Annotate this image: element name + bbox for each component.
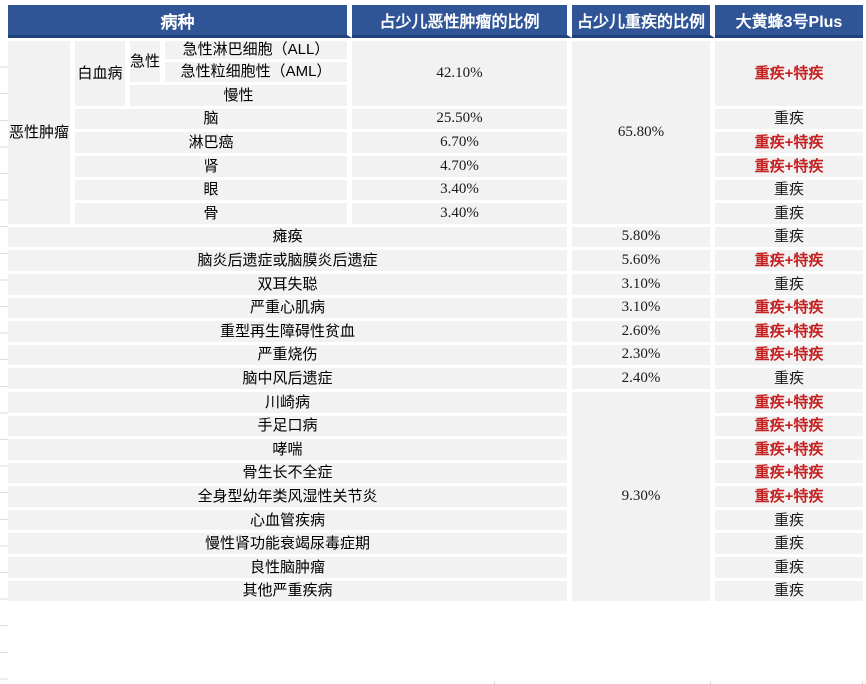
- coverage-cell: 重疾+特疾: [715, 155, 863, 180]
- coverage-cell: 重疾+特疾: [715, 486, 863, 510]
- disease-name: 骨: [75, 203, 352, 227]
- table-row: 瘫痪 5.80% 重疾: [8, 226, 863, 251]
- table-row: 严重心肌病 3.10% 重疾+特疾: [8, 297, 863, 322]
- table-row: 急性粒细胞性（AML）: [8, 61, 863, 86]
- coverage-cell: 重疾+特疾: [715, 391, 863, 416]
- disease-name: 严重烧伤: [8, 344, 572, 369]
- coverage-cell: 重疾+特疾: [715, 38, 863, 109]
- table-row: 其他严重疾病 重疾: [8, 580, 863, 605]
- coverage-cell: 重疾: [715, 226, 863, 251]
- table-row: 脑 25.50% 重疾: [8, 108, 863, 133]
- coverage-cell: 重疾: [715, 533, 863, 558]
- disease-name: 其他严重疾病: [8, 580, 572, 605]
- disease-name: 骨生长不全症: [8, 462, 572, 487]
- coverage-cell: 重疾: [715, 509, 863, 534]
- excel-gridline-stub: [862, 681, 863, 684]
- ci-ratio-cell: 65.80%: [572, 38, 715, 227]
- tumor-ratio-cell: 6.70%: [352, 132, 572, 156]
- table-row: 严重烧伤 2.30% 重疾+特疾: [8, 344, 863, 369]
- table-row: 脑炎后遗症或脑膜炎后遗症 5.60% 重疾+特疾: [8, 250, 863, 274]
- table-row: 眼 3.40% 重疾: [8, 179, 863, 204]
- disease-name: 双耳失聪: [8, 273, 572, 298]
- disease-name: 慢性肾功能衰竭尿毒症期: [8, 533, 572, 558]
- disease-name: 慢性: [130, 85, 352, 109]
- coverage-cell: 重疾+特疾: [715, 250, 863, 274]
- disease-name: 淋巴癌: [75, 132, 352, 156]
- table-row: 双耳失聪 3.10% 重疾: [8, 273, 863, 298]
- disease-name: 脑中风后遗症: [8, 368, 572, 392]
- header-ci-ratio: 占少儿重疾的比例: [572, 5, 715, 38]
- coverage-cell: 重疾+特疾: [715, 132, 863, 156]
- excel-gridline-stub: [494, 681, 495, 684]
- group-malignant-tumor: 恶性肿瘤: [8, 38, 75, 227]
- table-row: 淋巴癌 6.70% 重疾+特疾: [8, 132, 863, 156]
- disease-name: 全身型幼年类风湿性关节炎: [8, 486, 572, 510]
- coverage-cell: 重疾: [715, 179, 863, 204]
- disease-name: 严重心肌病: [8, 297, 572, 322]
- table-row: 骨 3.40% 重疾: [8, 203, 863, 227]
- table-row: 慢性肾功能衰竭尿毒症期 重疾: [8, 533, 863, 558]
- disease-name: 瘫痪: [8, 226, 572, 251]
- disease-name: 重型再生障碍性贫血: [8, 321, 572, 345]
- disease-name: 眼: [75, 179, 352, 204]
- tumor-ratio-cell: 4.70%: [352, 155, 572, 180]
- table-row: 良性脑肿瘤 重疾: [8, 557, 863, 581]
- disease-name: 脑炎后遗症或脑膜炎后遗症: [8, 250, 572, 274]
- disease-coverage-table: 病种 占少儿恶性肿瘤的比例 占少儿重疾的比例 大黄蜂3号Plus 恶性肿瘤 白血…: [8, 5, 863, 605]
- table-row: 肾 4.70% 重疾+特疾: [8, 155, 863, 180]
- coverage-cell: 重疾+特疾: [715, 344, 863, 369]
- disease-name: 脑: [75, 108, 352, 133]
- header-tumor-ratio: 占少儿恶性肿瘤的比例: [352, 5, 572, 38]
- table-row: 手足口病 重疾+特疾: [8, 415, 863, 440]
- tumor-ratio-cell: 25.50%: [352, 108, 572, 133]
- coverage-cell: 重疾: [715, 203, 863, 227]
- ci-ratio-cell: 9.30%: [572, 391, 715, 605]
- disease-name: 川崎病: [8, 391, 572, 416]
- excel-gridline-stubs-left: [0, 41, 8, 681]
- disease-name: 急性淋巴细胞（ALL）: [165, 38, 352, 62]
- ci-ratio-cell: 5.80%: [572, 226, 715, 251]
- coverage-cell: 重疾: [715, 368, 863, 392]
- coverage-cell: 重疾+特疾: [715, 439, 863, 463]
- table-row: 心血管疾病 重疾: [8, 509, 863, 534]
- ci-ratio-cell: 3.10%: [572, 297, 715, 322]
- table-row: 恶性肿瘤 白血病 急性 急性淋巴细胞（ALL） 42.10% 65.80% 重疾…: [8, 38, 863, 227]
- excel-gridline-stub: [710, 681, 711, 684]
- tumor-ratio-cell: 3.40%: [352, 179, 572, 204]
- disease-name: 肾: [75, 155, 352, 180]
- table-row: 全身型幼年类风湿性关节炎 重疾+特疾: [8, 486, 863, 510]
- table-row: 骨生长不全症 重疾+特疾: [8, 462, 863, 487]
- table-row: 川崎病 9.30% 重疾+特疾: [8, 391, 863, 605]
- header-row: 病种 占少儿恶性肿瘤的比例 占少儿重疾的比例 大黄蜂3号Plus: [8, 5, 863, 38]
- disease-name: 急性粒细胞性（AML）: [165, 61, 352, 86]
- table-row: 慢性: [8, 85, 863, 109]
- disease-name: 心血管疾病: [8, 509, 572, 534]
- group-acute: 急性: [130, 38, 165, 86]
- coverage-cell: 重疾+特疾: [715, 415, 863, 440]
- table-row: 哮喘 重疾+特疾: [8, 439, 863, 463]
- coverage-cell: 重疾+特疾: [715, 321, 863, 345]
- ci-ratio-cell: 2.60%: [572, 321, 715, 345]
- coverage-cell: 重疾: [715, 557, 863, 581]
- table-row: 脑中风后遗症 2.40% 重疾: [8, 368, 863, 392]
- coverage-cell: 重疾+特疾: [715, 462, 863, 487]
- table-row: 重型再生障碍性贫血 2.60% 重疾+特疾: [8, 321, 863, 345]
- tumor-ratio-cell: 3.40%: [352, 203, 572, 227]
- ci-ratio-cell: 3.10%: [572, 273, 715, 298]
- tumor-ratio-cell: 42.10%: [352, 38, 572, 109]
- disease-name: 良性脑肿瘤: [8, 557, 572, 581]
- coverage-cell: 重疾: [715, 108, 863, 133]
- disease-name: 哮喘: [8, 439, 572, 463]
- ci-ratio-cell: 2.40%: [572, 368, 715, 392]
- group-leukemia: 白血病: [75, 38, 130, 109]
- coverage-cell: 重疾+特疾: [715, 297, 863, 322]
- ci-ratio-cell: 2.30%: [572, 344, 715, 369]
- header-disease: 病种: [8, 5, 352, 38]
- header-product: 大黄蜂3号Plus: [715, 5, 863, 38]
- coverage-cell: 重疾: [715, 580, 863, 605]
- disease-name: 手足口病: [8, 415, 572, 440]
- coverage-cell: 重疾: [715, 273, 863, 298]
- ci-ratio-cell: 5.60%: [572, 250, 715, 274]
